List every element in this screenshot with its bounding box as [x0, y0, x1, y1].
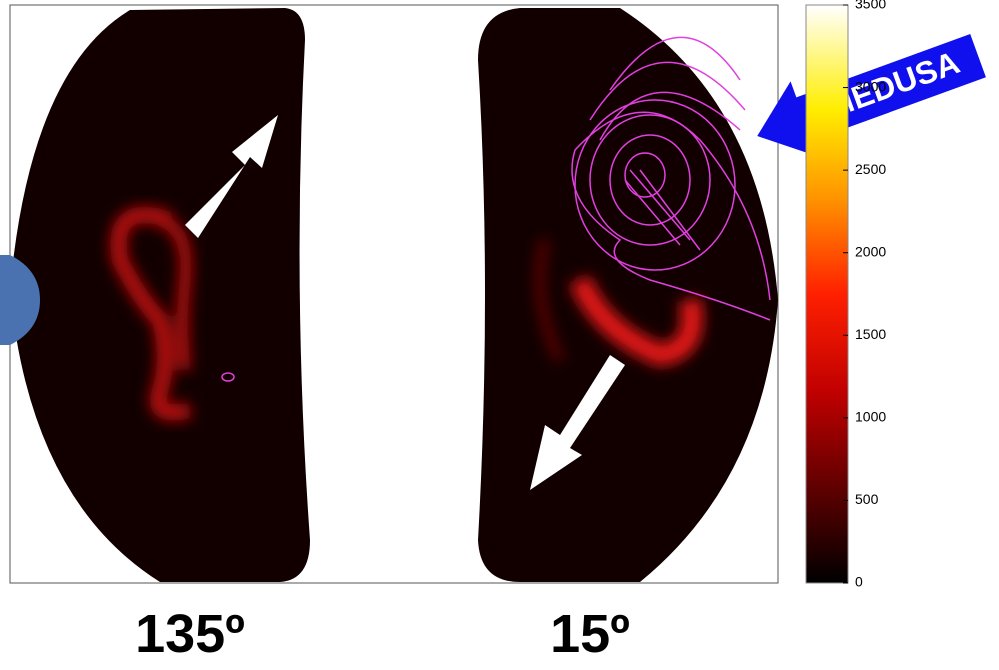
side-arrow: [0, 255, 40, 345]
tick-label: 3000: [855, 78, 886, 94]
intensity-blobs: [110, 207, 703, 421]
contours: [221, 36, 771, 382]
panel-label: 15º: [550, 604, 630, 664]
medusa-arrow: MEDUSA: [757, 34, 986, 157]
colorbar-ticks: 0 500 1000 1500 2000 2500 3000 3500: [843, 0, 886, 590]
tick-label: 0: [855, 574, 863, 590]
tick-label: 1000: [855, 409, 886, 425]
tick-label: 1500: [855, 326, 886, 342]
panel-label: 135º: [135, 604, 245, 664]
tick-label: 3500: [855, 0, 886, 12]
tick-label: 2000: [855, 243, 886, 259]
tick-label: 2500: [855, 161, 886, 177]
arrows: [185, 115, 625, 490]
colorbar: [805, 4, 849, 584]
tick-label: 500: [855, 491, 879, 507]
